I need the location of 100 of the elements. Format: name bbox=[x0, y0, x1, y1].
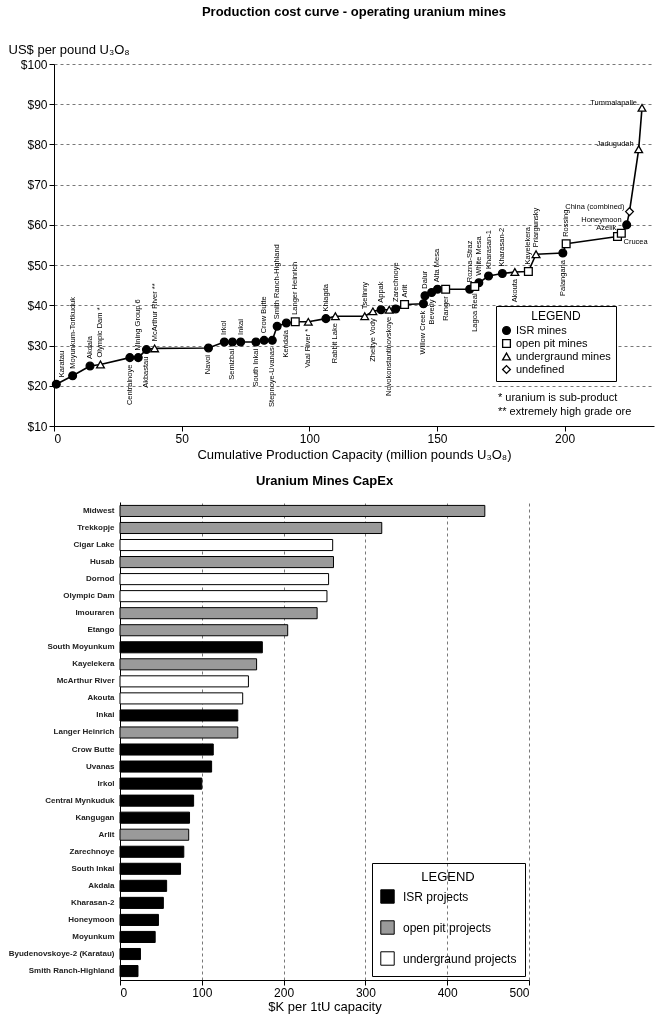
y-axis-title: US$ per pound U₃O₈ bbox=[8, 41, 130, 57]
legend-title: LEGEND bbox=[421, 869, 475, 884]
legend-label: undergraund mines bbox=[516, 349, 612, 362]
point bbox=[376, 305, 386, 315]
y-tick-label: Kharasan-2 bbox=[70, 897, 116, 907]
point bbox=[616, 228, 626, 238]
point bbox=[303, 317, 313, 326]
y-tick-label: South Inkai bbox=[71, 863, 115, 873]
point bbox=[141, 345, 151, 355]
point bbox=[133, 353, 143, 363]
point bbox=[470, 281, 480, 291]
x-tick-label: 500 bbox=[509, 985, 530, 1000]
point bbox=[624, 207, 635, 217]
point bbox=[85, 361, 95, 371]
chart-title: Production cost curve - operating uranium mines bbox=[201, 4, 507, 19]
y-tick-label: Inkai bbox=[96, 710, 115, 720]
point bbox=[441, 284, 451, 294]
point bbox=[432, 284, 443, 294]
y-tick-label: Dornod bbox=[86, 574, 115, 584]
x-axis-title: Cumulative Production Capacity (million pounds U₃O₈) bbox=[197, 446, 512, 462]
y-tick-label: Akdala bbox=[88, 880, 116, 890]
y-tick-label: Kangugan bbox=[75, 812, 115, 822]
point bbox=[227, 337, 237, 347]
x-tick-label: 200 bbox=[274, 985, 295, 1000]
y-tick-label: Honeymoon bbox=[68, 914, 115, 924]
point bbox=[236, 337, 246, 347]
y-tick-label: $20 bbox=[27, 379, 48, 394]
y-tick-label: South Moyunkum bbox=[47, 642, 115, 652]
y-tick-label: Byudenovskoye-2 (Karatau) bbox=[8, 949, 115, 959]
legend-label: ISR projects bbox=[403, 889, 469, 904]
legend-label: undergraund projects bbox=[403, 951, 517, 966]
point bbox=[561, 239, 571, 249]
y-tick-label: Zarechnoye bbox=[69, 846, 116, 856]
y-tick-label: Kayelekera bbox=[72, 659, 116, 669]
y-tick-label: Irkol bbox=[97, 778, 115, 788]
point bbox=[125, 353, 135, 363]
chart-title: Uranium Mines CapEx bbox=[255, 473, 394, 488]
x-tick-label: 50 bbox=[175, 431, 190, 446]
x-tick-label: 100 bbox=[299, 431, 321, 446]
y-tick-label: Moyunkum bbox=[72, 931, 115, 941]
y-tick-label: $90 bbox=[27, 97, 48, 112]
y-tick-label: $50 bbox=[27, 258, 48, 273]
point bbox=[531, 250, 541, 259]
y-tick-label: McArthur River bbox=[56, 676, 115, 686]
y-tick-label: Langer Heinrich bbox=[53, 727, 115, 737]
legend-label: undefined bbox=[516, 362, 565, 375]
y-tick-label: Cigar Lake bbox=[73, 540, 116, 550]
point bbox=[637, 103, 647, 112]
point bbox=[384, 305, 394, 314]
point bbox=[497, 269, 507, 279]
y-tick-label: Arlit bbox=[98, 829, 115, 839]
x-tick-label: 150 bbox=[427, 431, 448, 446]
legend-label: open pit projects bbox=[403, 920, 492, 935]
y-tick-label: $70 bbox=[27, 178, 48, 193]
point bbox=[267, 335, 277, 345]
x-tick-label: 0 bbox=[54, 431, 62, 446]
y-tick-label: Central Mynkuduk bbox=[45, 795, 116, 805]
point bbox=[95, 360, 105, 369]
point bbox=[290, 317, 300, 327]
y-tick-label: Uvanas bbox=[86, 761, 116, 771]
point bbox=[368, 307, 378, 316]
point bbox=[150, 344, 160, 353]
x-tick-label: 100 bbox=[192, 985, 213, 1000]
y-tick-label: Crow Butte bbox=[71, 744, 116, 754]
point bbox=[418, 299, 428, 309]
y-tick-label: Olympic Dam bbox=[63, 591, 115, 601]
y-tick-label: $30 bbox=[27, 339, 48, 354]
y-tick-label: Imouraren bbox=[75, 608, 115, 618]
point bbox=[330, 312, 340, 321]
point bbox=[203, 343, 213, 353]
point bbox=[484, 271, 494, 281]
point bbox=[391, 304, 401, 314]
y-tick-label: Akouta bbox=[87, 693, 116, 703]
y-tick-label: $80 bbox=[27, 137, 48, 152]
x-tick-label: 300 bbox=[355, 985, 377, 1000]
point bbox=[251, 337, 261, 347]
y-tick-label: Husab bbox=[90, 557, 115, 567]
y-tick-label: Midwest bbox=[82, 505, 115, 515]
point bbox=[622, 220, 632, 230]
x-tick-label: 0 bbox=[120, 985, 128, 1000]
point bbox=[634, 145, 644, 154]
point bbox=[68, 371, 78, 381]
point bbox=[558, 248, 568, 258]
y-tick-label: $100 bbox=[20, 57, 48, 72]
point bbox=[523, 267, 533, 277]
point bbox=[259, 335, 269, 345]
legend-label: ISR mines bbox=[516, 323, 568, 336]
y-tick-label: $40 bbox=[27, 298, 48, 313]
y-tick-label: $10 bbox=[27, 419, 48, 434]
y-tick-label: Smith Ranch-Highland bbox=[28, 966, 115, 976]
point bbox=[321, 314, 331, 324]
legend-title: LEGEND bbox=[531, 309, 581, 323]
annotation: * uranium is sub-product bbox=[498, 391, 618, 403]
point bbox=[400, 300, 410, 310]
y-tick-label: Etango bbox=[87, 625, 115, 635]
point bbox=[510, 267, 520, 276]
x-tick-label: 400 bbox=[437, 985, 459, 1000]
y-tick-label: Trekkopje bbox=[77, 522, 116, 532]
legend-label: open pit mines bbox=[516, 336, 589, 349]
annotation: ** extremely high grade ore bbox=[498, 405, 632, 417]
